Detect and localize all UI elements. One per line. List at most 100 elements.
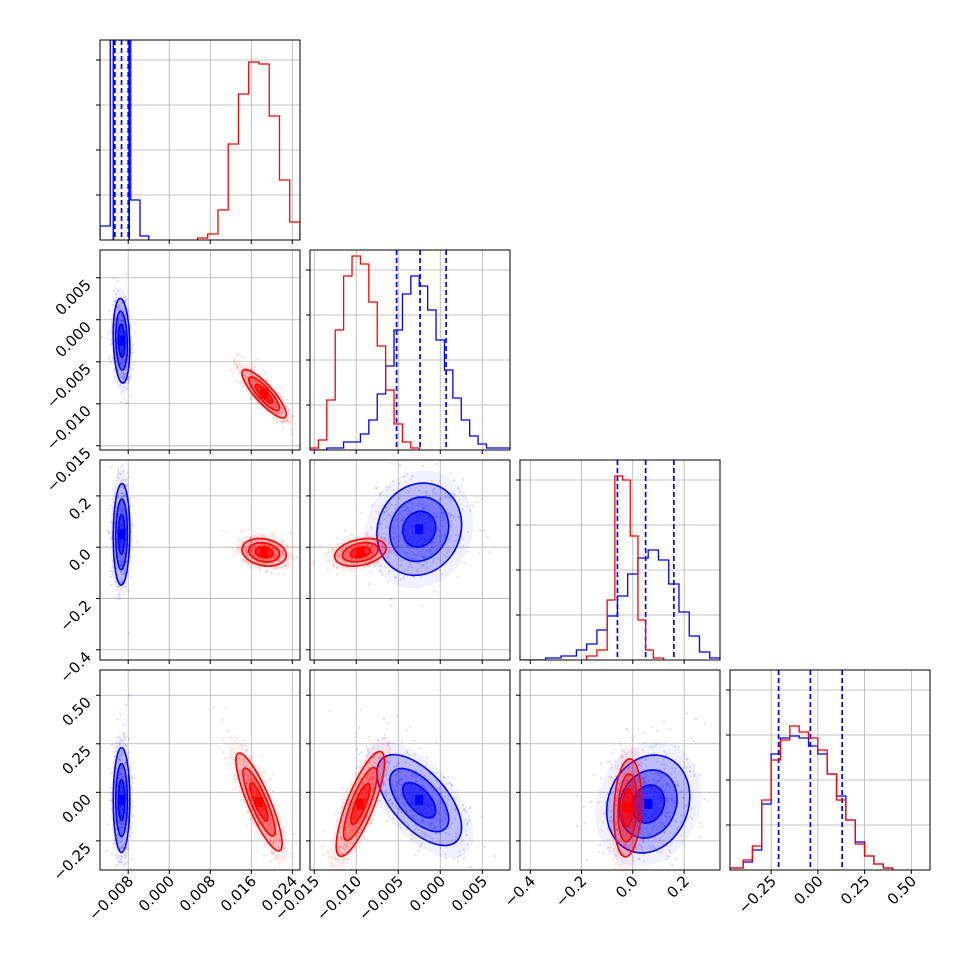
sample-point [252, 545, 255, 548]
sample-point [107, 530, 111, 534]
sample-point [116, 863, 119, 866]
sample-point [341, 787, 344, 790]
sample-point [230, 369, 233, 372]
sample-point [478, 529, 482, 532]
sample-point [244, 370, 247, 373]
sample-point [122, 507, 125, 510]
sample-point [118, 304, 122, 307]
sample-point [398, 464, 402, 467]
sample-point [285, 564, 288, 567]
sample-point [288, 411, 291, 414]
sample-point [270, 571, 273, 574]
sample-point [417, 562, 420, 565]
sample-point [698, 773, 701, 776]
sample-point [235, 364, 239, 367]
sample-point [380, 573, 384, 576]
sample-point [121, 509, 125, 512]
sample-point [252, 553, 256, 557]
sample-point [237, 538, 240, 542]
sample-point [119, 773, 122, 777]
sample-point [410, 557, 414, 560]
sample-point [114, 485, 118, 488]
sample-point [266, 782, 270, 785]
sample-point [255, 560, 258, 563]
sample-point [332, 551, 335, 554]
sample-point [433, 590, 436, 593]
sample-point [432, 491, 435, 495]
sample-point [433, 558, 436, 561]
sample-point [285, 405, 288, 409]
sample-point [440, 572, 443, 576]
sample-point [119, 362, 123, 365]
sample-point [332, 564, 336, 567]
sample-point [275, 555, 278, 559]
sample-point [119, 511, 122, 514]
sample-point [436, 513, 439, 516]
sample-point [109, 799, 113, 803]
density-peak-blue [117, 795, 126, 806]
sample-point [338, 555, 341, 558]
sample-point [441, 516, 444, 519]
sample-point [351, 866, 354, 869]
sample-point [119, 491, 122, 495]
sample-point [450, 519, 453, 523]
sample-point [450, 513, 453, 517]
sample-point [286, 398, 289, 401]
sample-point [122, 373, 126, 377]
sample-point [386, 510, 389, 513]
sample-point [238, 549, 242, 552]
sample-point [271, 772, 274, 776]
sample-point [281, 566, 284, 569]
sample-point [271, 556, 274, 559]
sample-point [380, 544, 383, 548]
sample-point [416, 552, 419, 555]
sample-point [636, 728, 640, 731]
sample-point [438, 568, 442, 572]
sample-point [118, 768, 122, 771]
sample-point [116, 280, 120, 283]
sample-point [286, 544, 289, 547]
sample-point [240, 355, 243, 358]
sample-point [121, 319, 125, 322]
sample-point [468, 807, 471, 810]
sample-point [230, 736, 233, 739]
sample-point [120, 319, 123, 322]
sample-point [418, 747, 421, 750]
sample-point [246, 545, 249, 548]
sample-point [693, 739, 696, 743]
sample-point [129, 834, 132, 837]
sample-point [288, 556, 291, 560]
sample-point [389, 540, 392, 543]
sample-point [398, 545, 401, 548]
sample-point [393, 536, 396, 539]
sample-point [321, 844, 325, 848]
sample-point [122, 378, 126, 381]
sample-point [287, 408, 290, 412]
sample-point [257, 539, 260, 542]
sample-point [271, 562, 275, 565]
sample-point [119, 758, 122, 761]
sample-point [265, 570, 269, 573]
sample-point [373, 564, 376, 567]
sample-point [226, 730, 229, 733]
sample-point [387, 514, 390, 517]
sample-point [275, 421, 278, 425]
sample-point [374, 486, 378, 490]
sample-point [475, 501, 478, 504]
sample-point [118, 773, 121, 777]
sample-point [114, 596, 118, 599]
sample-point [258, 568, 261, 571]
sample-point [286, 419, 289, 423]
panel-frame [309, 249, 511, 451]
sample-point [424, 490, 427, 494]
sample-point [122, 842, 125, 846]
sample-point [333, 561, 337, 564]
sample-point [122, 321, 125, 324]
sample-point [121, 579, 124, 582]
sample-point [256, 357, 259, 361]
sample-point [110, 521, 113, 524]
sample-point [120, 374, 123, 377]
sample-point [409, 510, 412, 513]
sample-point [255, 380, 259, 384]
